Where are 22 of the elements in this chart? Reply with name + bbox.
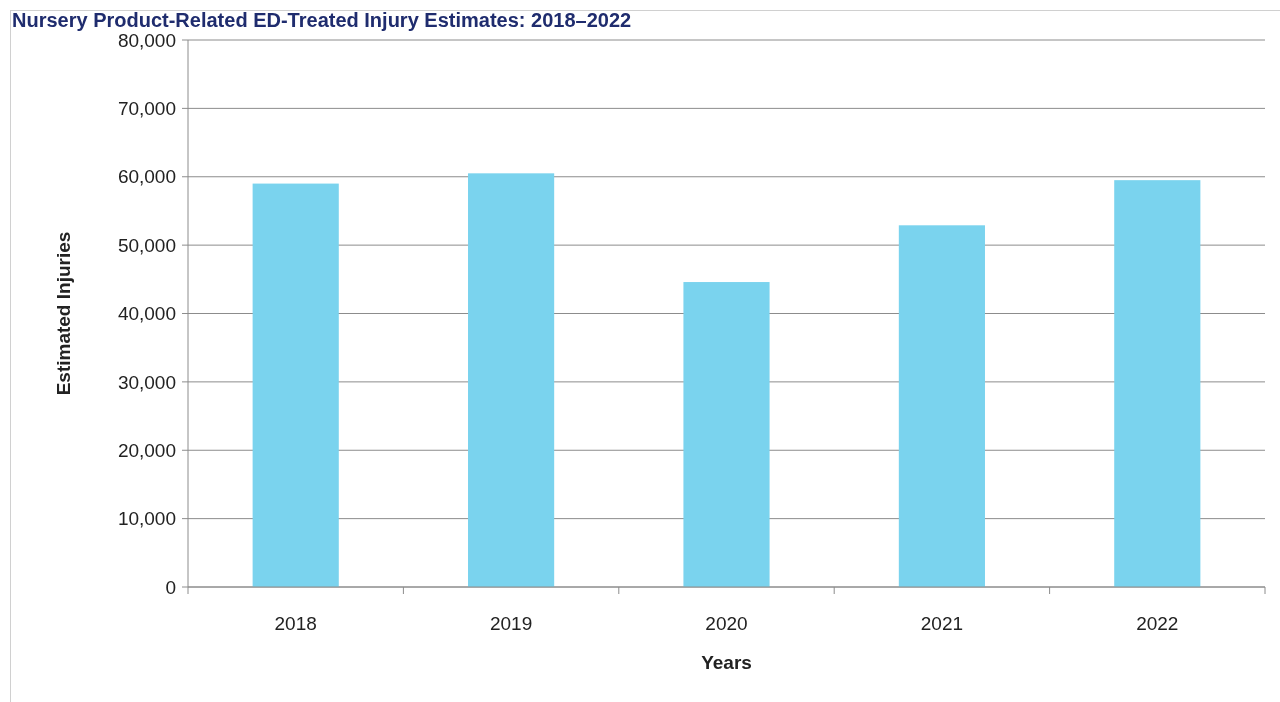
y-axis-title: Estimated Injuries bbox=[53, 231, 74, 396]
y-tick-label: 10,000 bbox=[117, 508, 176, 530]
y-tick-label: 20,000 bbox=[117, 439, 176, 461]
x-tick-label: 2020 bbox=[705, 613, 748, 634]
y-tick-label: 40,000 bbox=[117, 303, 176, 325]
x-tick-label: 2018 bbox=[274, 613, 317, 634]
x-tick-label: 2021 bbox=[920, 613, 964, 634]
bar bbox=[468, 173, 555, 587]
y-tick-label: 0 bbox=[165, 576, 176, 598]
y-tick-label: 80,000 bbox=[117, 29, 176, 51]
x-tick-label: 2019 bbox=[489, 613, 533, 634]
bar bbox=[252, 183, 339, 587]
bar bbox=[1114, 180, 1201, 587]
y-tick-label: 50,000 bbox=[117, 234, 176, 256]
x-axis-title: Years bbox=[701, 652, 752, 673]
bar bbox=[898, 225, 985, 587]
x-tick-label: 2022 bbox=[1136, 613, 1179, 634]
y-tick-label: 30,000 bbox=[117, 371, 176, 393]
chart-title: Nursery Product-Related ED-Treated Injury Estimates: 2018–2022 bbox=[12, 9, 632, 31]
bar bbox=[683, 282, 770, 587]
y-tick-label: 70,000 bbox=[117, 98, 176, 120]
y-tick-label: 60,000 bbox=[117, 166, 176, 188]
